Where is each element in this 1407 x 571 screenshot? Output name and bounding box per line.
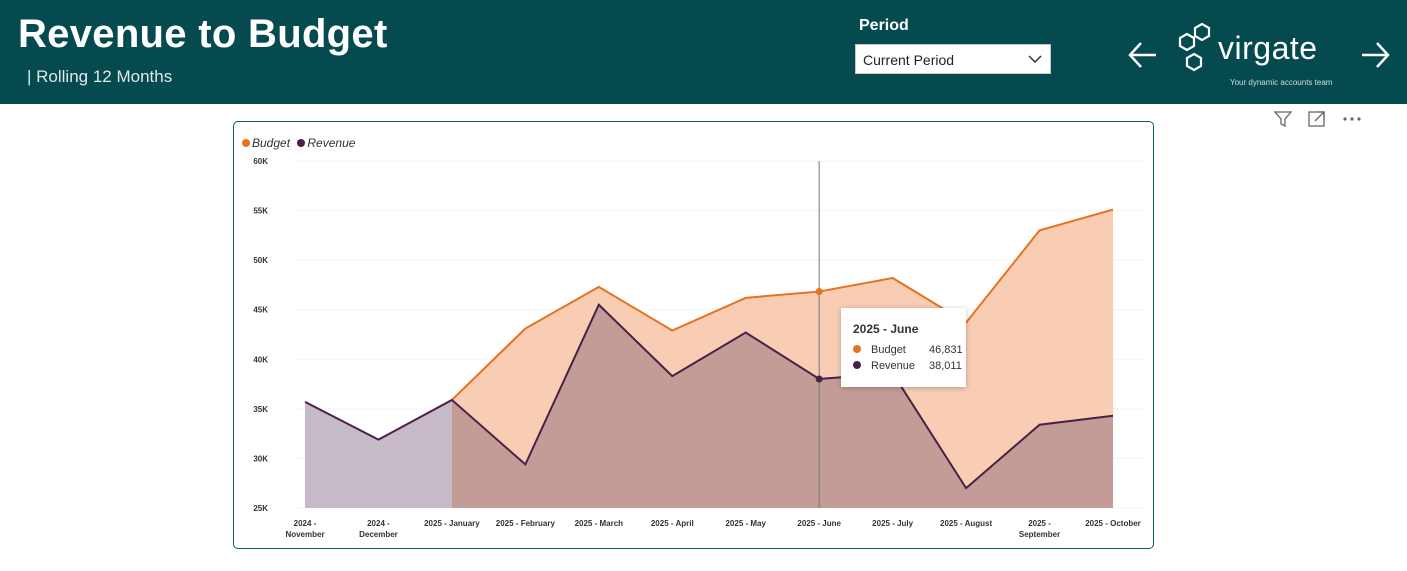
period-dropdown[interactable]: Current Period [855,44,1051,74]
more-options-icon[interactable] [1341,108,1363,130]
arrow-left-icon[interactable] [1126,38,1160,72]
tooltip-row-revenue: Revenue 38,011 [853,360,962,372]
x-tick-label: 2025 - June [797,519,841,528]
tooltip-title: 2025 - June [853,322,919,336]
revenue-budget-chart-card: Budget Revenue 25K 30K 35K 40K 45K 50K 55K 60K 2… [233,121,1154,549]
revenue-line [304,303,1114,490]
x-tick-label: 2025 - October [1085,519,1141,528]
revenue-area [451,304,1114,508]
legend-item-revenue[interactable]: Revenue [297,136,355,150]
x-tick-label: 2025 - March [575,519,624,528]
y-tick-label: 45K [253,306,268,315]
y-tick-label: 25K [253,504,268,513]
y-tick-label: 60K [253,157,268,166]
budget-line [451,208,1114,401]
y-tick-label: 40K [253,355,268,364]
tooltip-dot-revenue [853,361,861,369]
x-tick-label: 2025 - July [872,519,913,528]
x-tick-label: 2024 -November [285,519,324,539]
logo-wordmark: virgate [1218,30,1318,66]
hexagon-logo-icon [1178,22,1211,72]
tooltip-dot-budget [853,345,861,353]
budget-hover-marker [815,288,823,296]
focus-mode-icon[interactable] [1306,108,1328,130]
y-tick-label: 55K [253,207,268,216]
x-tick-label: 2025 - April [651,519,694,528]
revenue-area-base [305,399,452,508]
tooltip-name-budget: Budget [871,344,906,356]
x-tick-label: 2025 - January [424,519,480,528]
y-tick-label: 30K [253,454,268,463]
chevron-down-icon [1028,55,1042,64]
x-tick-label: 2025 -September [1019,519,1060,539]
tooltip-value-revenue: 38,011 [929,360,962,372]
arrow-right-icon[interactable] [1358,38,1392,72]
tooltip-name-revenue: Revenue [871,360,916,372]
y-tick-label: 35K [253,405,268,414]
legend-label-budget: Budget [252,136,291,150]
tooltip-value-budget: 46,831 [929,344,963,356]
x-tick-label: 2024 -December [359,519,398,539]
revenue-hover-marker [815,375,823,383]
page-subtitle: | Rolling 12 Months [27,67,173,86]
y-tick-label: 50K [253,256,268,265]
chart-legend: Budget Revenue [242,136,359,150]
period-slicer-label: Period [859,17,909,34]
tooltip-row-budget: Budget 46,831 [853,344,963,356]
x-tick-label: 2025 - May [725,519,766,528]
area-chart[interactable]: 25K 30K 35K 40K 45K 50K 55K 60K 2024 -November 20… [234,122,1152,547]
legend-item-budget[interactable]: Budget [242,136,290,150]
page-title: Revenue to Budget [18,12,388,56]
filter-icon[interactable] [1272,108,1294,130]
x-tick-label: 2025 - February [496,519,556,528]
x-tick-label: 2025 - August [940,519,992,528]
virgate-logo: virgate Your dynamic accounts team [1172,18,1352,94]
legend-label-revenue: Revenue [307,136,356,150]
legend-dot-budget [242,139,250,147]
logo-tagline: Your dynamic accounts team [1230,78,1333,87]
report-header: Revenue to Budget | Rolling 12 Months Pe… [0,0,1407,104]
chart-tooltip: 2025 - June Budget 46,831 Revenue 38,011 [841,308,966,387]
legend-dot-revenue [297,139,306,147]
period-dropdown-value: Current Period [863,52,955,68]
